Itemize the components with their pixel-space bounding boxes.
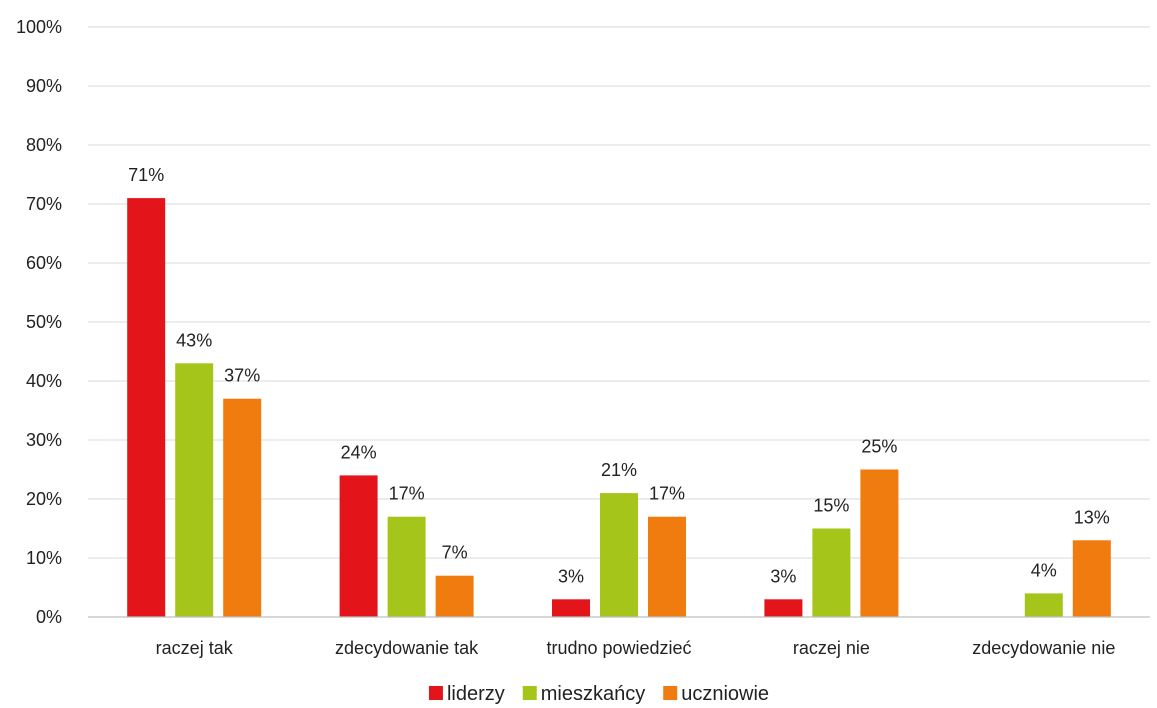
data-label: 7% (442, 543, 468, 563)
data-label: 21% (601, 460, 637, 480)
data-label: 24% (341, 442, 377, 462)
bar (435, 575, 474, 617)
bar (552, 599, 590, 617)
data-label: 17% (389, 484, 425, 504)
bar (860, 469, 899, 617)
y-tick-label: 70% (26, 194, 62, 214)
y-tick-label: 30% (26, 430, 62, 450)
y-tick-label: 0% (36, 607, 62, 627)
bar (600, 493, 638, 617)
data-labels: 71% 43% 37% 24% 17% 7% 3% 21% 17% 3% 15% 25% 4% 13% (128, 165, 1110, 586)
data-label: 13% (1074, 507, 1110, 527)
legend-item: liderzy (428, 683, 505, 705)
data-label: 15% (813, 496, 849, 516)
y-tick-label: 80% (26, 135, 62, 155)
y-tick-label: 90% (26, 76, 62, 96)
bar (223, 398, 262, 617)
bar (175, 363, 214, 617)
y-tick-label: 20% (26, 489, 62, 509)
data-label: 3% (770, 566, 796, 586)
legend-swatch (522, 686, 537, 700)
y-tick-label: 40% (26, 371, 62, 391)
data-label: 37% (224, 366, 260, 386)
x-tick-label: trudno powiedzieć (546, 638, 691, 658)
x-tick-label: zdecydowanie tak (335, 638, 479, 658)
y-tick-label: 100% (16, 17, 62, 37)
bar (387, 516, 426, 617)
legend-label: liderzy (447, 683, 505, 705)
legend-label: mieszkańcy (541, 683, 645, 705)
data-label: 43% (176, 330, 212, 350)
data-label: 4% (1031, 560, 1057, 580)
legend-swatch (663, 686, 678, 700)
y-tick-label: 60% (26, 253, 62, 273)
data-label: 71% (128, 165, 164, 185)
y-axis: 0% 10% 20% 30% 40% 50% 60% 70% 80% 90% 100% (16, 17, 62, 627)
legend-item: mieszkańcy (522, 683, 645, 705)
x-axis: raczej tak zdecydowanie tak trudno powiedz… (88, 616, 1150, 658)
gridlines (88, 26, 1150, 559)
legend-label: uczniowie (681, 683, 769, 705)
y-tick-label: 10% (26, 548, 62, 568)
x-tick-label: raczej nie (793, 638, 870, 658)
bar (1072, 540, 1111, 617)
legend-item: uczniowie (663, 683, 769, 705)
bar (339, 475, 378, 617)
x-tick-label: zdecydowanie nie (972, 638, 1115, 658)
legend: liderzy mieszkańcy uczniowie (428, 683, 769, 705)
bar (812, 528, 851, 617)
data-label: 17% (649, 484, 685, 504)
y-tick-label: 50% (26, 312, 62, 332)
data-label: 25% (861, 437, 897, 457)
x-tick-label: raczej tak (156, 638, 234, 658)
data-label: 3% (558, 566, 584, 586)
legend-swatch (428, 686, 443, 700)
bar (764, 599, 803, 617)
bar (648, 516, 686, 617)
bars (127, 198, 1111, 617)
bar (127, 198, 166, 617)
bar (1024, 593, 1063, 617)
